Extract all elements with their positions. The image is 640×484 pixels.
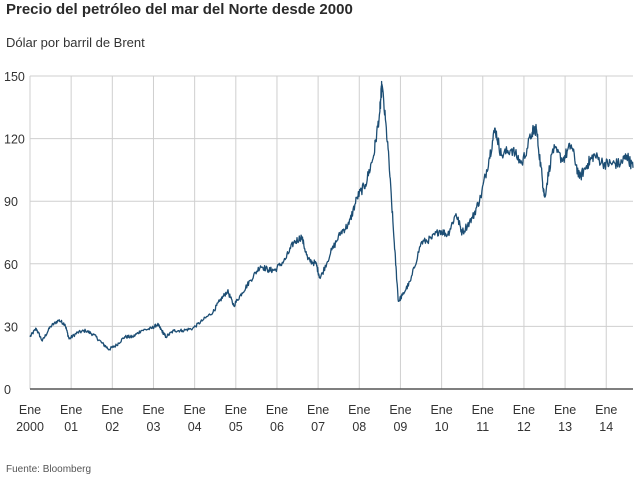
x-tick-label-bottom: 05	[229, 420, 243, 434]
x-tick-label-top: Ene	[472, 403, 494, 417]
x-tick-label-bottom: 12	[517, 420, 531, 434]
x-tick-label-top: Ene	[430, 403, 452, 417]
x-tick-label-bottom: 2000	[16, 420, 44, 434]
x-tick-label-bottom: 06	[270, 420, 284, 434]
x-tick-label-bottom: 13	[558, 420, 572, 434]
x-axis-ticks: Ene 2000 Ene 01 Ene 02 Ene 03 Ene 04 Ene 05 Ene 06 Ene…	[16, 403, 617, 434]
x-tick-label-top: Ene	[389, 403, 411, 417]
series-line-brent	[29, 80, 634, 351]
x-tick-label-bottom: 03	[147, 420, 161, 434]
x-tick-label-bottom: 04	[188, 420, 202, 434]
chart-subtitle: Dólar por barril de Brent	[6, 35, 145, 50]
x-tick-label-bottom: 01	[64, 420, 78, 434]
x-tick-label-top: Ene	[225, 403, 247, 417]
x-tick-label-bottom: 02	[105, 420, 119, 434]
x-tick-label-top: Ene	[101, 403, 123, 417]
x-tick-label-bottom: 10	[435, 420, 449, 434]
x-tick-label-top: Ene	[595, 403, 617, 417]
y-axis-ticks: 0 30 60 90 120 150	[4, 70, 25, 397]
y-tick-label: 120	[4, 133, 25, 147]
x-tick-label-top: Ene	[184, 403, 206, 417]
x-tick-label-top: Ene	[554, 403, 576, 417]
x-tick-label-bottom: 07	[311, 420, 325, 434]
y-tick-label: 150	[4, 70, 25, 84]
x-tick-label-top: Ene	[307, 403, 329, 417]
y-tick-label: 60	[4, 258, 18, 272]
x-tick-label-bottom: 11	[476, 420, 489, 434]
x-tick-label-top: Ene	[266, 403, 288, 417]
y-tick-label: 0	[4, 383, 11, 397]
x-tick-label-top: Ene	[142, 403, 164, 417]
x-tick-label-top: Ene	[19, 403, 41, 417]
chart-title: Precio del petróleo del mar del Norte de…	[6, 1, 353, 18]
x-tick-label-top: Ene	[348, 403, 370, 417]
x-tick-label-top: Ene	[60, 403, 82, 417]
x-tick-label-bottom: 09	[393, 420, 407, 434]
x-tick-label-bottom: 14	[599, 420, 613, 434]
y-tick-label: 30	[4, 320, 18, 334]
source-note: Fuente: Bloomberg	[6, 464, 92, 475]
y-tick-label: 90	[4, 195, 18, 209]
x-tick-label-bottom: 08	[352, 420, 366, 434]
x-tick-label-top: Ene	[513, 403, 535, 417]
